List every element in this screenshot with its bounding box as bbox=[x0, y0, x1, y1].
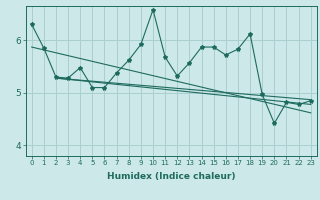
X-axis label: Humidex (Indice chaleur): Humidex (Indice chaleur) bbox=[107, 172, 236, 181]
